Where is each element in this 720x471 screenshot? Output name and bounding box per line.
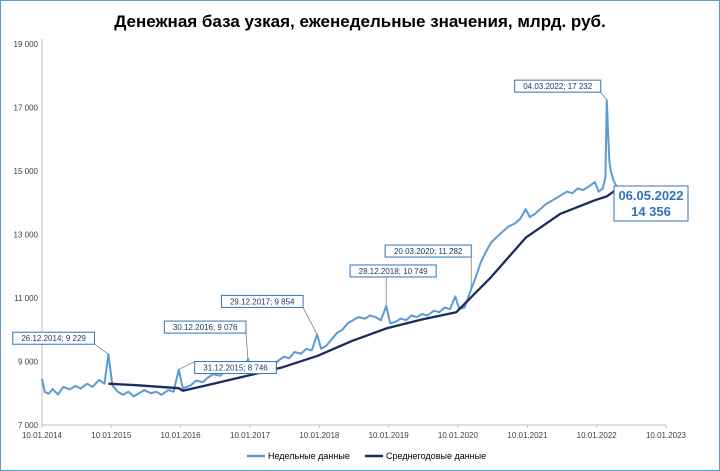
x-tick-label: 10.01.2020 (438, 431, 479, 440)
y-tick-label: 11 000 (14, 294, 38, 303)
x-tick-label: 10.01.2017 (230, 431, 271, 440)
callout-box (613, 185, 689, 222)
annotation-box (194, 361, 277, 375)
callout-value: 14 356 (631, 204, 671, 219)
annotation-leader (245, 333, 249, 360)
x-tick-label: 10.01.2023 (646, 431, 687, 440)
annotation-label: 29.12.2017; 9 854 (230, 297, 295, 306)
legend-label-weekly: Недельные данные (268, 451, 350, 461)
x-tick-label: 10.01.2014 (22, 431, 63, 440)
y-tick-label: 7 000 (18, 421, 39, 430)
callout-date: 06.05.2022 (618, 188, 683, 203)
y-tick-label: 19 000 (14, 40, 39, 49)
series-line-average (108, 186, 620, 392)
y-tick-label: 15 000 (14, 167, 39, 176)
legend-label-average: Среднегодовые данные (386, 451, 486, 461)
annotation-label: 04.03.2022; 17 232 (523, 82, 593, 91)
annotation-label: 20.03.2020; 11 282 (394, 247, 463, 256)
annotation-leader (178, 361, 195, 370)
y-tick-label: 9 000 (18, 358, 39, 367)
x-tick-label: 10.01.2021 (507, 431, 548, 440)
y-tick-label: 13 000 (14, 231, 39, 240)
x-tick-label: 10.01.2015 (91, 431, 132, 440)
series-line-weekly (41, 99, 620, 398)
annotation-label: 30.12.2016; 9 076 (173, 323, 238, 332)
annotation-box (12, 331, 95, 345)
annotation-leader (302, 307, 318, 335)
annotations: 26.12.2014; 9 229 31.12.2015; 8 746 30.12.… (12, 79, 689, 375)
annotation-box (220, 294, 304, 308)
legend: Недельные данные Среднегодовые данные (247, 451, 486, 461)
x-tick-label: 10.01.2016 (161, 431, 202, 440)
annotation-leader (94, 343, 109, 355)
x-tick-label: 10.01.2018 (299, 431, 340, 440)
x-tick-label: 10.01.2022 (577, 431, 618, 440)
chart-title: Денежная база узкая, еженедельные значен… (114, 12, 606, 31)
annotation-leader (600, 91, 608, 101)
annotation-label: 31.12.2015; 8 746 (203, 364, 268, 373)
annotation-label: 28.12.2018; 10 749 (359, 267, 429, 276)
axes (41, 39, 667, 428)
y-tick-labels: 7 000 9 000 11 000 13 000 15 000 17 000 19 000 (14, 40, 39, 430)
annotation-label: 26.12.2014; 9 229 (21, 334, 86, 343)
series-lines (41, 99, 620, 398)
annotation-box (514, 79, 602, 93)
annotation-box (384, 244, 472, 258)
x-tick-label: 10.01.2019 (369, 431, 410, 440)
annotation-box (349, 264, 437, 278)
x-tick-labels: 10.01.2014 10.01.2015 10.01.2016 10.01.2017… (22, 431, 687, 440)
annotation-box (163, 320, 247, 334)
y-tick-label: 17 000 (14, 104, 39, 113)
